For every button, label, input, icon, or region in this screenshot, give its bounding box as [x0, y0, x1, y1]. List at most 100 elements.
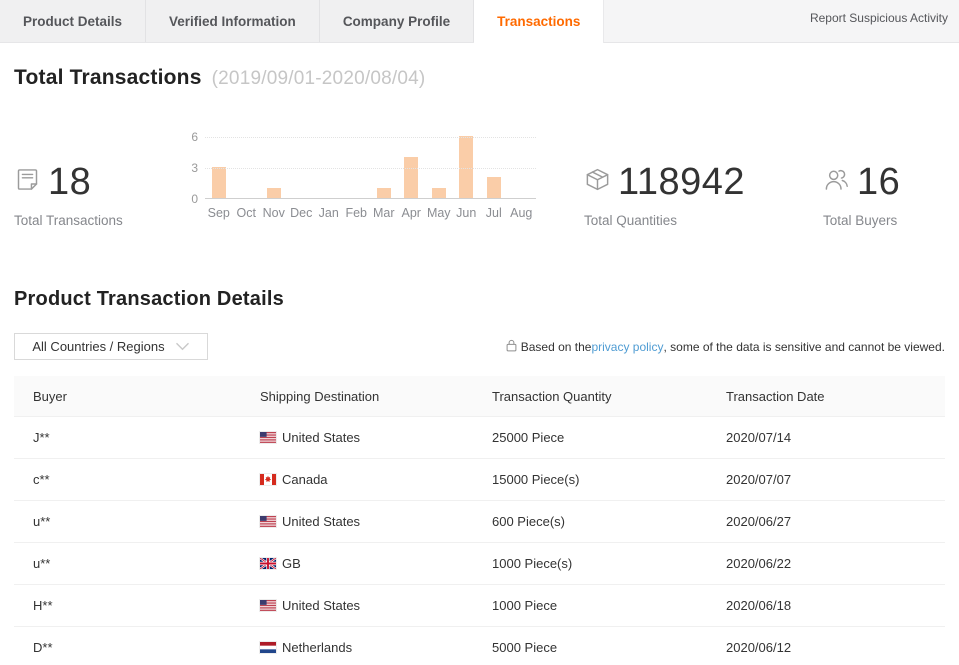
x-axis-label-may: May — [426, 206, 451, 220]
date-cell: 2020/06/12 — [726, 640, 792, 655]
gridline-3 — [205, 168, 536, 169]
total-quantities-label: Total Quantities — [584, 213, 678, 228]
tab-verified-information[interactable]: Verified Information — [146, 0, 320, 42]
tab-company-profile[interactable]: Company Profile — [319, 0, 475, 42]
x-axis-label-nov: Nov — [262, 206, 285, 220]
country-filter-dropdown[interactable]: All Countries / Regions — [14, 333, 208, 360]
y-axis-tick: 3 — [191, 161, 198, 175]
quantity-cell: 25000 Piece — [492, 430, 565, 445]
bar-jul — [486, 177, 501, 198]
column-header-transaction-quantity: Transaction Quantity — [492, 388, 612, 404]
date-cell: 2020/06/27 — [726, 514, 792, 529]
x-axis-label-mar: Mar — [372, 206, 395, 220]
table-row: H** United States 1000 Piece 2020/06/18 — [14, 584, 945, 626]
total-buyers-label: Total Buyers — [823, 213, 898, 228]
buyer-cell: u** — [33, 556, 51, 571]
summary-row: 18 Total Transactions 6 3 0 S — [14, 131, 945, 228]
table-row: u** United States 600 Piece(s) 2020/06/27 — [14, 500, 945, 542]
bar-apr — [404, 156, 419, 198]
flag-ca-icon — [259, 473, 277, 486]
gridline-6 — [205, 137, 536, 138]
table-row: J** United States 25000 Piece 2020/07/14 — [14, 416, 945, 458]
buyer-cell: D** — [33, 640, 53, 655]
country-filter-value: All Countries / Regions — [32, 339, 165, 354]
quantity-cell: 15000 Piece(s) — [492, 472, 580, 487]
quantity-cell: 1000 Piece — [492, 598, 558, 613]
privacy-note-prefix: Based on the — [520, 339, 592, 354]
total-buyers-value: 16 — [857, 161, 901, 203]
table-header: Buyer Shipping Destination Transaction Q… — [14, 376, 945, 416]
flag-gb-icon — [259, 557, 277, 570]
x-axis-label-aug: Aug — [510, 206, 533, 220]
x-axis-label-sep: Sep — [207, 206, 230, 220]
privacy-policy-link[interactable]: privacy policy — [591, 339, 664, 354]
main-content: Total Transactions (2019/09/01-2020/08/0… — [0, 66, 959, 665]
x-axis-label-feb: Feb — [345, 206, 368, 220]
flag-nl-icon — [259, 641, 277, 654]
country-name: Netherlands — [282, 640, 353, 655]
tab-bar: Product Details Verified Information Com… — [0, 0, 959, 43]
total-quantities-value: 118942 — [618, 161, 745, 203]
country-name: United States — [282, 598, 361, 613]
filter-row: All Countries / Regions Based on the pri… — [14, 333, 945, 360]
destination-cell: United States — [259, 430, 492, 445]
date-cell: 2020/07/07 — [726, 472, 792, 487]
stat-total-buyers: 16 Total Buyers — [823, 161, 901, 228]
buyer-cell: J** — [33, 430, 50, 445]
chevron-down-icon — [165, 339, 190, 354]
x-axis-label-jun: Jun — [456, 206, 477, 220]
chart-plot — [205, 136, 536, 199]
x-axis-label-oct: Oct — [236, 206, 256, 220]
privacy-note: Based on the privacy policy , some of th… — [506, 339, 945, 355]
bar-jun — [459, 136, 474, 198]
document-icon — [14, 166, 48, 198]
x-axis-label-jul: Jul — [485, 206, 502, 220]
date-cell: 2020/06/18 — [726, 598, 792, 613]
bar-slot-jul — [480, 137, 508, 198]
section-title: Product Transaction Details — [14, 288, 284, 310]
flag-us-icon — [259, 515, 277, 528]
quantity-cell: 5000 Piece — [492, 640, 558, 655]
destination-cell: United States — [259, 514, 492, 529]
report-suspicious-activity-link[interactable]: Report Suspicious Activity — [809, 11, 948, 25]
buyer-cell: c** — [33, 472, 50, 487]
page-title: Total Transactions (2019/09/01-2020/08/0… — [14, 66, 945, 90]
bar-slot-nov — [260, 137, 288, 198]
privacy-note-suffix: , some of the data is sensitive and cann… — [663, 339, 945, 354]
flag-us-icon — [259, 599, 277, 612]
quantity-cell: 600 Piece(s) — [492, 514, 565, 529]
bar-slot-apr — [398, 137, 426, 198]
package-icon — [584, 166, 618, 198]
chart-x-labels: Sep Oct Nov Dec Jan Feb Mar Apr May Jun Jul Aug — [205, 206, 536, 220]
chart-y-axis: 6 3 0 — [180, 131, 198, 205]
date-cell: 2020/06/22 — [726, 556, 792, 571]
bar-mar — [376, 187, 391, 198]
x-axis-label-dec: Dec — [290, 206, 313, 220]
flag-us-icon — [259, 431, 277, 444]
quantity-cell: 1000 Piece(s) — [492, 556, 573, 571]
total-transactions-title: Total Transactions — [14, 66, 202, 89]
destination-cell: United States — [259, 598, 492, 613]
bar-may — [431, 187, 446, 198]
destination-cell: GB — [259, 556, 492, 571]
table-row: c** Canada 15000 Piece(s) 2020/07/07 — [14, 458, 945, 500]
column-header-transaction-date: Transaction Date — [726, 388, 825, 404]
lock-icon — [506, 339, 521, 355]
total-transactions-value: 18 — [48, 161, 92, 203]
transactions-bar-chart: 6 3 0 Sep Oct Nov Dec Jan Feb Mar Apr May Jun Jul A… — [180, 131, 536, 220]
buyer-cell: u** — [33, 514, 51, 529]
tab-product-details[interactable]: Product Details — [0, 0, 147, 42]
stat-total-transactions: 18 Total Transactions — [14, 161, 180, 228]
transactions-table: Buyer Shipping Destination Transaction Q… — [14, 376, 945, 665]
column-header-buyer: Buyer — [33, 388, 67, 404]
table-body: J** United States 25000 Piece 2020/07/14 c**… — [14, 416, 945, 665]
bar-nov — [266, 187, 281, 198]
buyers-icon — [823, 166, 857, 198]
table-row: u** GB 1000 Piece(s) 2020/06/22 — [14, 542, 945, 584]
x-axis-label-apr: Apr — [401, 206, 421, 220]
bar-slot-sep — [205, 137, 233, 198]
tab-transactions[interactable]: Transactions — [474, 0, 605, 43]
y-axis-tick: 6 — [191, 130, 198, 144]
total-transactions-label: Total Transactions — [14, 213, 123, 228]
